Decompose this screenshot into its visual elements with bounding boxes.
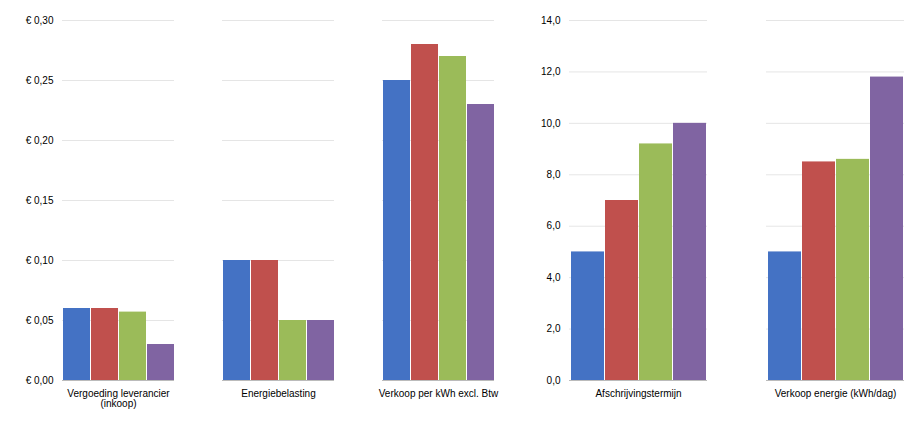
svg-text:4,0: 4,0 — [547, 272, 561, 283]
svg-text:2,0: 2,0 — [547, 323, 561, 334]
svg-text:€ 0,15: € 0,15 — [26, 195, 54, 206]
svg-text:Verkoop energie (kWh/dag): Verkoop energie (kWh/dag) — [775, 388, 897, 399]
svg-text:Verkoop per kWh excl. Btw: Verkoop per kWh excl. Btw — [379, 388, 499, 399]
svg-text:€ 0,20: € 0,20 — [26, 135, 54, 146]
svg-text:€ 0,10: € 0,10 — [26, 255, 54, 266]
svg-text:8,0: 8,0 — [547, 169, 561, 180]
svg-text:14,0: 14,0 — [541, 15, 561, 26]
svg-text:6,0: 6,0 — [547, 220, 561, 231]
svg-text:€ 0,05: € 0,05 — [26, 315, 54, 326]
svg-text:€ 0,25: € 0,25 — [26, 75, 54, 86]
svg-text:€ 0,00: € 0,00 — [26, 375, 54, 386]
svg-text:12,0: 12,0 — [541, 66, 561, 77]
svg-text:€ 0,30: € 0,30 — [26, 15, 54, 26]
svg-text:Afschrijvingstermijn: Afschrijvingstermijn — [595, 388, 681, 399]
svg-text:0,0: 0,0 — [547, 375, 561, 386]
svg-text:Energiebelasting: Energiebelasting — [241, 388, 316, 399]
svg-text:10,0: 10,0 — [541, 118, 561, 129]
svg-text:Vergoeding leverancier(inkoop): Vergoeding leverancier(inkoop) — [67, 388, 170, 409]
